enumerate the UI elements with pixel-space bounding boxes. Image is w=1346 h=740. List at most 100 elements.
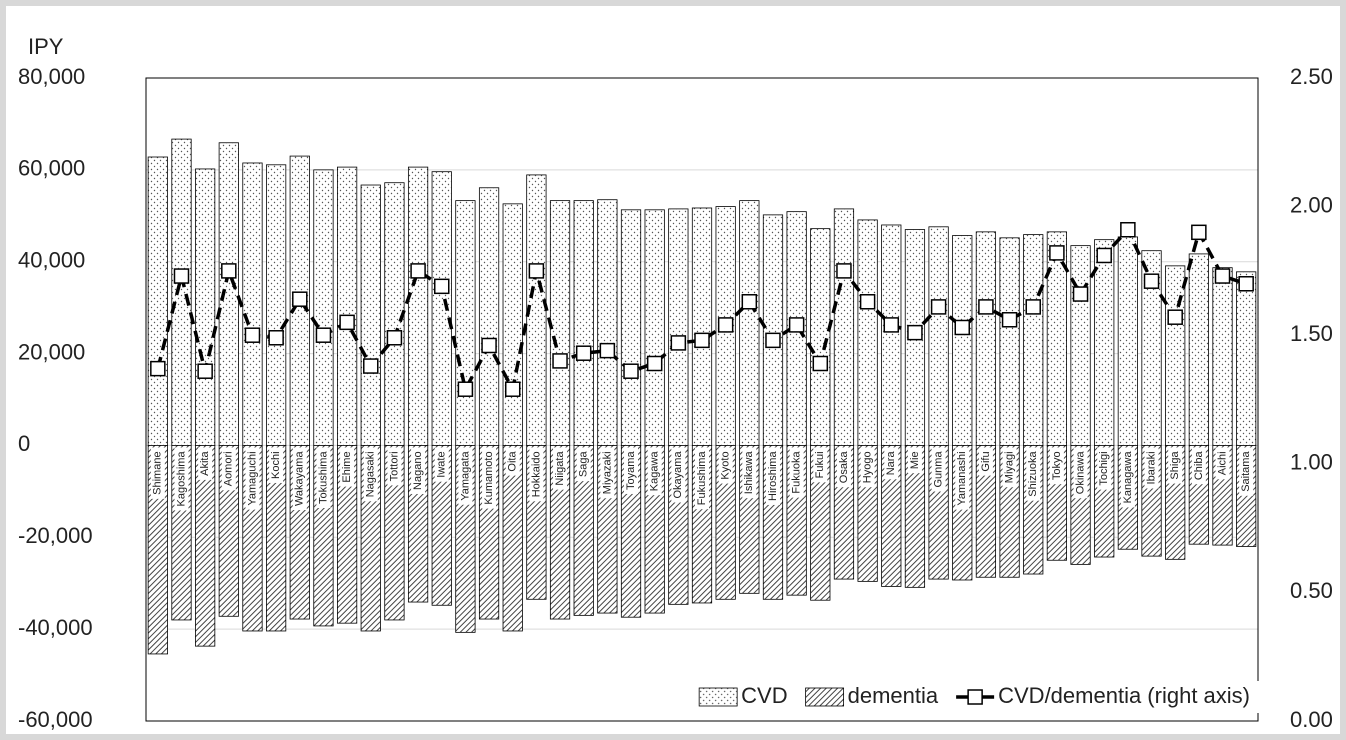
ratio-marker (1167, 309, 1183, 325)
y2-tick-label: 1.50 (1290, 321, 1333, 346)
x-tick-label: Ishikawa (743, 451, 755, 495)
bar (691, 207, 713, 446)
bar (1188, 253, 1209, 446)
x-tick-label: Ehime (341, 451, 353, 482)
label-background (647, 447, 662, 496)
y-tick-label: 20,000 (18, 339, 85, 364)
ratio-marker (1120, 221, 1136, 238)
x-tick-label: Niigata (554, 451, 566, 486)
label-background (836, 447, 851, 488)
ratio-marker (1049, 245, 1065, 261)
ratio-marker (339, 314, 355, 331)
x-tick-label: Iwate (436, 451, 448, 477)
label-background (742, 447, 757, 499)
x-tick-label: Kochi (270, 451, 282, 479)
bar (455, 200, 476, 446)
ratio-marker (1143, 273, 1160, 289)
label-background (907, 447, 922, 474)
ratio-marker (197, 363, 213, 379)
x-tick-label: Chiba (1193, 451, 1205, 481)
y-tick-label: -60,000 (18, 707, 93, 732)
bar (478, 187, 500, 446)
label-background (1239, 447, 1254, 496)
ratio-marker (1191, 224, 1207, 241)
label-background (505, 447, 520, 476)
label-background (1120, 447, 1135, 508)
ratio-marker (1238, 276, 1254, 292)
ratio-marker (150, 360, 166, 377)
ratio-marker (1001, 312, 1018, 328)
bar (337, 166, 358, 446)
ratio-marker (623, 363, 639, 379)
bar (668, 208, 689, 446)
bar (1070, 245, 1091, 446)
y2-tick-label: 2.00 (1290, 192, 1333, 217)
x-tick-label: Tochigi (1098, 451, 1110, 485)
bar (573, 445, 594, 616)
bar (1117, 236, 1138, 446)
label-background (955, 447, 970, 510)
x-tick-label: Kumamoto (483, 451, 495, 504)
ratio-marker (930, 299, 947, 315)
bar (715, 445, 736, 600)
x-tick-label: Okayama (672, 451, 684, 499)
x-tick-label: Kagoshima (175, 451, 187, 507)
bar (833, 208, 855, 446)
x-tick-label: Shizuoka (1027, 451, 1039, 497)
bar (384, 445, 405, 621)
bar (195, 445, 216, 647)
ratio-marker (315, 327, 332, 343)
bar (266, 445, 287, 632)
bar (928, 226, 949, 446)
label-background (363, 447, 378, 502)
x-tick-label: Shiga (1169, 451, 1181, 480)
label-background (576, 447, 591, 482)
bar (644, 209, 665, 446)
bar (242, 162, 263, 446)
x-tick-label: Tokyo (1051, 451, 1063, 480)
x-tick-label: Tottori (388, 451, 400, 481)
label-background (600, 447, 615, 499)
x-tick-label: Hyogo (862, 451, 874, 483)
bar (313, 169, 334, 446)
label-background (553, 447, 568, 490)
x-tick-label: Akita (199, 451, 211, 476)
label-background (1191, 447, 1206, 485)
label-background (624, 447, 639, 494)
x-tick-label: Hokkaido (530, 451, 542, 497)
ratio-marker (883, 317, 900, 333)
bar (171, 138, 192, 446)
x-tick-label: Fukui (814, 451, 826, 478)
x-tick-label: Ibaraki (1145, 451, 1157, 484)
ratio-marker (836, 263, 852, 279)
legend-swatch (698, 687, 738, 707)
x-tick-label: Osaka (838, 451, 850, 484)
bar (881, 445, 902, 587)
bar (1236, 271, 1257, 446)
ratio-marker (670, 335, 687, 351)
ratio-marker (1025, 299, 1041, 315)
bar (502, 203, 523, 446)
ratio-marker (457, 381, 474, 397)
ratio-marker (1214, 268, 1231, 284)
ratio-marker (717, 317, 734, 333)
label-background (292, 447, 307, 511)
ratio-marker (1096, 247, 1112, 264)
legend-marker (967, 689, 983, 705)
x-tick-label: Yamaguchi (246, 451, 258, 505)
x-tick-label: Mie (909, 451, 921, 469)
label-background (245, 447, 260, 510)
label-background (387, 447, 402, 486)
y2-tick-label: 1.00 (1290, 450, 1333, 475)
bar (952, 235, 973, 446)
y2-tick-label: 0.00 (1290, 707, 1333, 732)
x-tick-label: Toyama (625, 451, 637, 490)
bar (266, 164, 287, 446)
label-background (718, 447, 733, 484)
x-tick-label: Kagawa (649, 451, 661, 492)
bar (573, 200, 594, 446)
ratio-marker (859, 294, 876, 310)
label-background (316, 447, 331, 509)
legend-label: CVD/dementia (right axis) (998, 683, 1250, 708)
ratio-marker (433, 278, 450, 295)
